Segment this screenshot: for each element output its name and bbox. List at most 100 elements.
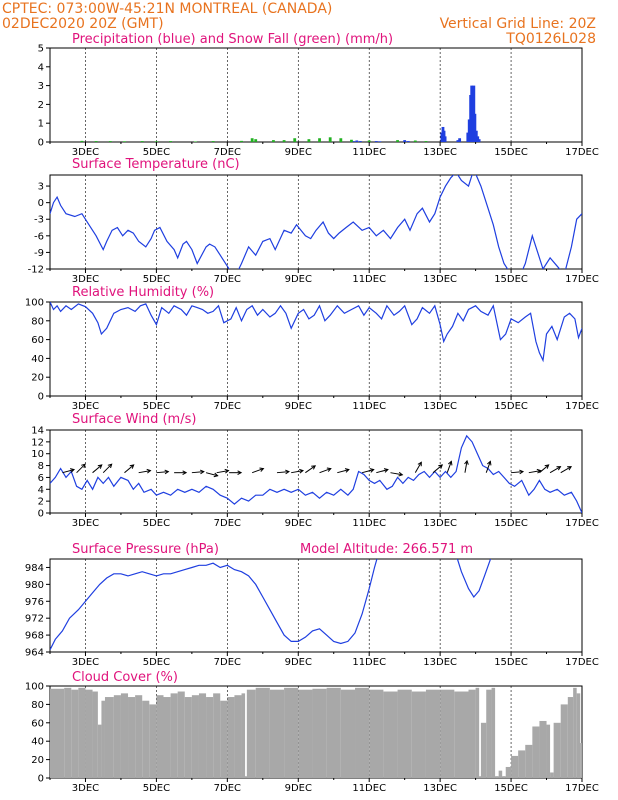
wind-xtick-label: 7DEC [214, 518, 241, 529]
precip-bar [443, 136, 447, 142]
wind-wind-arrow-shaft [361, 469, 374, 474]
wind-wind-arrow [174, 470, 188, 476]
wind-wind-arrow-shaft [191, 471, 204, 474]
pressure-series-line [50, 559, 492, 651]
precip-xtick-label: 15DEC [494, 147, 528, 158]
cloud-area-column [440, 689, 455, 778]
cloud-area-column [269, 689, 285, 778]
wind-ytick-label: 12 [31, 437, 44, 448]
wind-wind-arrow-head [129, 464, 135, 469]
pressure-xtick-label: 15DEC [494, 657, 528, 668]
temperature-xtick-label: 5DEC [143, 274, 170, 285]
header-location: CPTEC: 073:00W-45:21N MONTREAL (CANADA) [2, 1, 332, 17]
wind-wind-arrow [485, 460, 492, 473]
wind-series-line [50, 434, 582, 513]
precip-bar [155, 141, 158, 142]
humidity-xtick-label: 15DEC [494, 401, 528, 412]
wind-wind-arrow-shaft [528, 470, 541, 474]
precip-bar [211, 141, 215, 142]
cloud-area-column [397, 689, 412, 778]
cloud-area-column [486, 689, 492, 778]
wind-wind-arrow-head [213, 472, 219, 478]
humidity-panel-title: Relative Humidity (%) [72, 285, 214, 300]
precip-ytick-label: 0 [38, 138, 44, 149]
pressure-xtick-label: 5DEC [143, 657, 170, 668]
wind-ytick-label: 2 [38, 497, 44, 508]
pressure-xtick-label: 17DEC [565, 657, 599, 668]
precip-bar [456, 140, 460, 142]
wind-wind-arrow [560, 466, 573, 474]
wind-wind-arrow-shaft [446, 461, 452, 473]
precip-plot [80, 85, 481, 142]
cloud-panel: 0 20 40 60 80 100 3DEC 5DEC 7DEC 9DEC 11DEC 13DEC 15… [25, 682, 599, 795]
cloud-area-column [475, 687, 480, 778]
humidity-panel: 0 20 40 60 80 100 3DEC 5DEC 7DEC 9DEC 11DEC 13DEC 15… [25, 298, 599, 413]
cloud-area-column [97, 724, 102, 778]
cloud-area-column [120, 693, 129, 778]
wind-wind-arrow-shaft [390, 472, 403, 476]
pressure-ytick-label: 984 [25, 563, 44, 574]
precip-bar [250, 138, 254, 142]
cloud-area-column [156, 695, 164, 778]
cloud-xtick-label: 9DEC [285, 783, 312, 794]
precip-bar [339, 138, 343, 142]
pressure-ytick-label: 968 [25, 631, 44, 642]
cloud-area-column [104, 697, 114, 778]
wind-wind-arrow-head [556, 466, 562, 471]
cloud-area-column [85, 689, 93, 778]
cloud-ytick-label: 40 [31, 737, 44, 748]
wind-ytick-label: 4 [38, 485, 44, 496]
humidity-ytick-label: 100 [25, 298, 44, 309]
cloud-area-column [580, 743, 582, 778]
wind-wind-arrow-head [237, 470, 243, 476]
wind-wind-arrow-head [536, 468, 542, 474]
precip-ytick-label: 1 [38, 119, 44, 130]
pressure-xtick-label: 13DEC [423, 657, 457, 668]
cloud-area-column [553, 722, 561, 778]
temperature-xtick-label: 13DEC [423, 274, 457, 285]
cloud-plot [50, 687, 582, 778]
cloud-area-column [245, 776, 247, 778]
precip-bar [194, 141, 197, 142]
wind-wind-arrow-head [259, 467, 265, 472]
wind-wind-arrow-head [107, 463, 113, 469]
wind-wind-arrow [390, 471, 404, 477]
wind-wind-arrow [76, 463, 86, 474]
precip-bar [169, 141, 172, 142]
cloud-area-column [326, 687, 341, 778]
pressure-ytick-label: 980 [25, 580, 44, 591]
wind-wind-arrow-shaft [76, 463, 86, 474]
temperature-ytick-label: 0 [38, 198, 44, 209]
cloud-area-column [502, 776, 506, 778]
cloud-area-column [454, 691, 469, 778]
wind-ytick-label: 0 [38, 509, 44, 520]
cloud-area-column [149, 704, 157, 778]
cloud-ytick-label: 0 [38, 774, 44, 785]
precip-bar [358, 141, 362, 142]
temperature-ytick-label: -12 [28, 265, 44, 276]
pressure-xtick-label: 7DEC [214, 657, 241, 668]
wind-wind-arrow [414, 461, 422, 473]
cloud-area-column [383, 691, 398, 778]
pressure-plot [50, 559, 492, 651]
precip-panel-title: Precipitation (blue) and Snow Fall (gree… [72, 32, 393, 47]
wind-xtick-label: 17DEC [565, 518, 599, 529]
wind-wind-arrow-shaft [560, 466, 572, 474]
wind-ytick-label: 10 [31, 449, 44, 460]
precip-bar [355, 140, 359, 142]
precip-ytick-label: 4 [38, 62, 44, 73]
precip-bar [378, 141, 382, 142]
cloud-ytick-label: 60 [31, 718, 44, 729]
cloud-area-column [191, 695, 199, 778]
cloud-area-column [355, 687, 370, 778]
wind-wind-arrow-shaft [376, 469, 389, 474]
wind-wind-arrow [319, 467, 332, 474]
cloud-area-column [234, 695, 242, 778]
wind-wind-arrow-shaft [464, 460, 468, 473]
precip-bar [307, 139, 311, 142]
precip-bar [374, 141, 378, 142]
cloud-area-column [511, 755, 519, 778]
cloud-area-column [550, 772, 554, 778]
wind-wind-arrow-head [398, 471, 404, 477]
humidity-ytick-label: 80 [31, 316, 44, 327]
